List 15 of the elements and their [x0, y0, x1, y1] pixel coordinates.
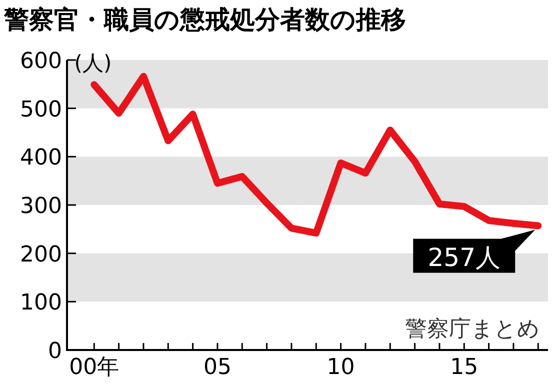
x-tick-label: 05 [203, 355, 232, 380]
y-tick-label: 200 [20, 242, 62, 268]
annotation: 257人 [428, 242, 500, 272]
y-tick-label: 100 [20, 290, 62, 316]
y-tick-label: 600 [20, 49, 62, 74]
x-tick-label: 00年 [69, 355, 120, 380]
x-tick-label: 15 [450, 355, 478, 380]
annotation: 警察庁まとめ [405, 317, 540, 342]
y-tick-label: 400 [20, 146, 62, 171]
y-tick-label: 0 [48, 339, 62, 364]
x-tick-label: 10 [326, 355, 355, 380]
y-tick-label: 500 [20, 97, 62, 122]
y-axis-title: (人) [74, 51, 112, 75]
chart-title: 警察官・職員の懲戒処分者数の推移 [3, 5, 406, 34]
y-tick-label: 300 [20, 194, 62, 219]
